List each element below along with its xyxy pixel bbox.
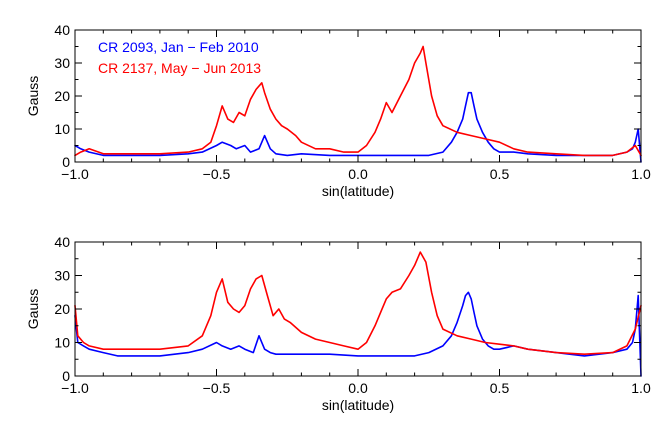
y-axis-title: Gauss: [25, 289, 41, 329]
series-line-blue: [74, 91, 642, 163]
x-tick-label: 0.0: [348, 380, 368, 396]
x-tick-label: 0.0: [348, 166, 368, 182]
y-axis-title: Gauss: [25, 76, 41, 116]
series-line-red: [74, 45, 642, 157]
x-axis-title: sin(latitude): [322, 183, 394, 199]
legend-entry-blue: CR 2093, Jan − Feb 2010: [98, 39, 259, 55]
x-tick-label: 0.5: [490, 380, 510, 396]
y-tick-label: 0: [62, 154, 70, 170]
series-line-red: [74, 251, 642, 356]
y-tick-label: 40: [54, 22, 70, 38]
y-tick-label: 10: [54, 121, 70, 137]
x-axis-title: sin(latitude): [322, 397, 394, 413]
x-tick-label: −1.0: [61, 166, 89, 182]
y-tick-label: 20: [54, 301, 70, 317]
y-tick-label: 30: [54, 55, 70, 71]
y-tick-label: 40: [54, 234, 70, 250]
y-tick-label: 10: [54, 335, 70, 351]
y-tick-label: 30: [54, 268, 70, 284]
series-line-blue: [74, 291, 642, 377]
x-tick-label: −1.0: [61, 380, 89, 396]
x-tick-label: −0.5: [203, 166, 231, 182]
y-tick-label: 20: [54, 88, 70, 104]
chart-panel-1: −1.0 −0.5 0.0 0.5 1.0 0 10 20 30 40 sin(latitude) G…: [25, 22, 651, 199]
y-tick-label: 0: [62, 368, 70, 384]
legend-entry-red: CR 2137, May − Jun 2013: [98, 60, 261, 76]
x-tick-label: 0.5: [490, 166, 510, 182]
x-tick-label: 1.0: [631, 166, 651, 182]
x-tick-label: 1.0: [631, 380, 651, 396]
chart-panel-2: −1.0 −0.5 0.0 0.5 1.0 0 10 20 30 40 sin(latitude) G…: [25, 234, 651, 413]
x-tick-label: −0.5: [203, 380, 231, 396]
